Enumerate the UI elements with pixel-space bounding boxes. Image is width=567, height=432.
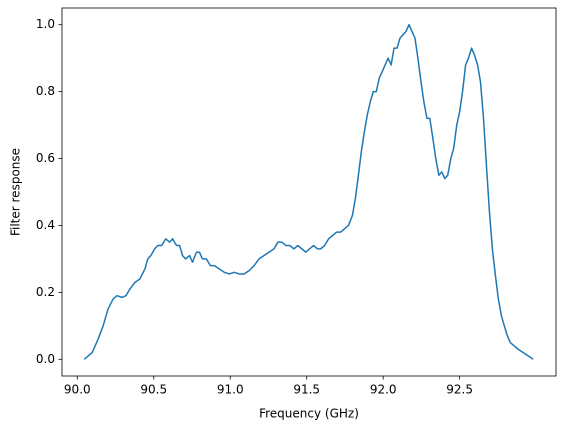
x-tick-label: 91.5: [293, 383, 320, 397]
plot-frame: [61, 7, 557, 377]
x-tick-label: 92.5: [446, 383, 473, 397]
line-series: [83, 23, 534, 360]
x-tick-label: 90.5: [140, 383, 167, 397]
x-axis-label: Frequency (GHz): [259, 407, 359, 421]
x-tick-label: 91.0: [217, 383, 244, 397]
y-tick-label: 0.2: [36, 285, 55, 299]
y-tick-label: 0.4: [36, 218, 55, 232]
y-tick-label: 0.6: [36, 151, 55, 165]
y-axis-label: Filter response: [9, 148, 23, 236]
y-tick-label: 1.0: [36, 17, 55, 31]
y-tick-label: 0.8: [36, 84, 55, 98]
x-tick-label: 92.0: [370, 383, 397, 397]
x-tick-label: 90.0: [64, 383, 91, 397]
y-tick-label: 0.0: [36, 352, 55, 366]
